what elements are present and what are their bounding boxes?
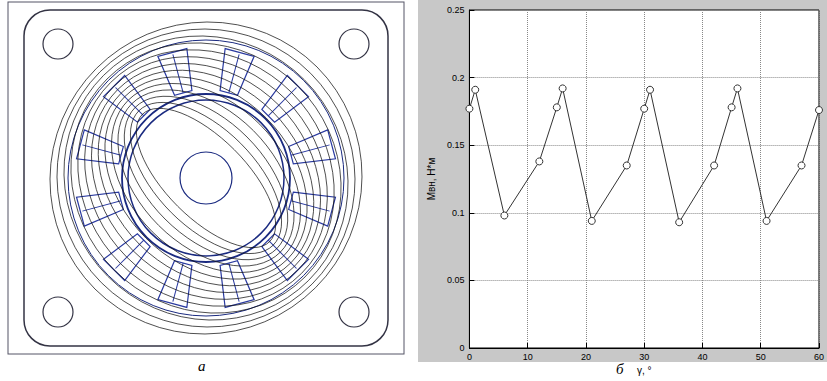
svg-text:0.1: 0.1: [452, 208, 465, 218]
svg-text:0.2: 0.2: [452, 73, 465, 83]
svg-text:0.25: 0.25: [447, 5, 465, 15]
svg-text:50: 50: [756, 352, 766, 362]
svg-text:0.05: 0.05: [447, 275, 465, 285]
svg-text:40: 40: [697, 352, 707, 362]
svg-text:0: 0: [459, 343, 464, 353]
svg-text:10: 10: [523, 352, 533, 362]
svg-text:0: 0: [467, 352, 472, 362]
svg-text:Mвн, Н*м: Mвн, Н*м: [426, 158, 437, 201]
svg-text:30: 30: [639, 352, 649, 362]
html-text:б: б: [616, 361, 624, 377]
html-text:а: а: [198, 358, 206, 374]
svg-text:20: 20: [581, 352, 591, 362]
svg-text:60: 60: [814, 352, 824, 362]
svg-text:0.15: 0.15: [447, 140, 465, 150]
svg-text:γ, °: γ, °: [637, 365, 652, 376]
